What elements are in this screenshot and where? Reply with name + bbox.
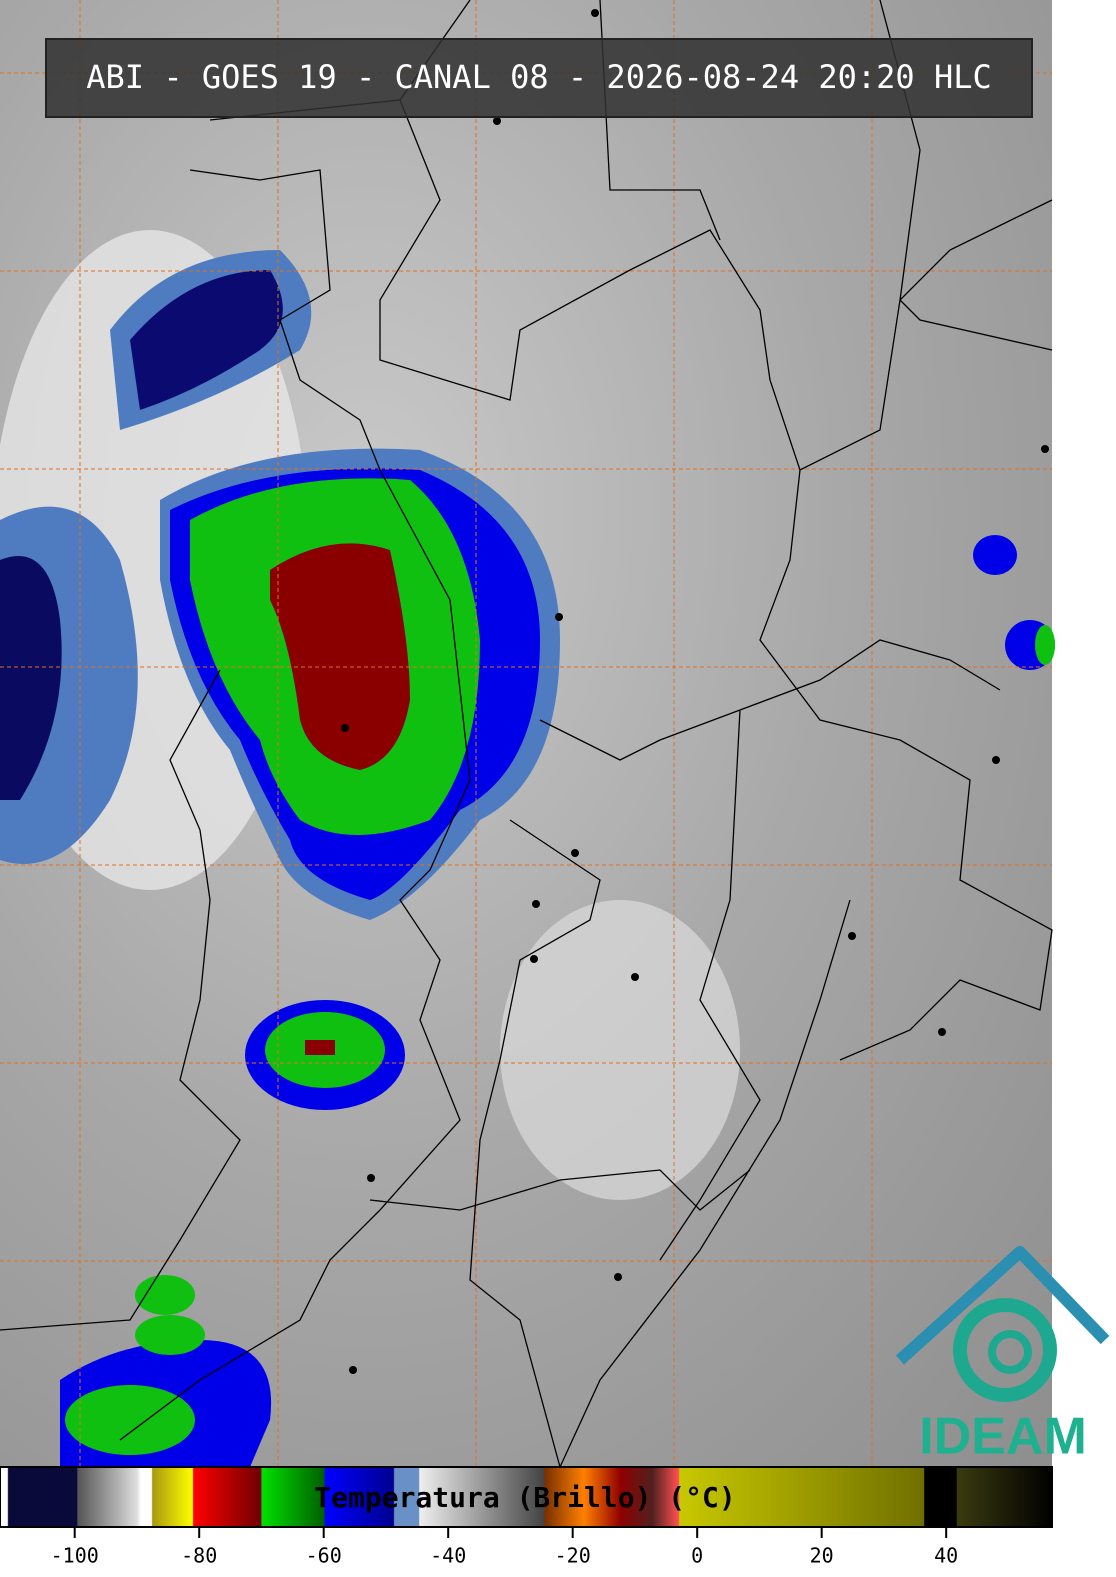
colorbar-label: Temperatura (Brillo) (°C) [314, 1481, 735, 1514]
tick-label: -60 [306, 1544, 342, 1568]
title-box [45, 38, 1033, 118]
logo: IDEAM [895, 1246, 1110, 1466]
cities [341, 9, 1049, 1374]
colorbar [0, 1466, 1053, 1528]
tick-label: -100 [51, 1544, 99, 1568]
tick-label: 0 [691, 1544, 703, 1568]
colorbar-ticks: -100 -80 -60 -40 -20 0 20 40 [51, 1527, 958, 1568]
logo-text: IDEAM [919, 1408, 1087, 1466]
graticule [0, 0, 1052, 1467]
tick-label: -40 [430, 1544, 466, 1568]
tick-label: -80 [181, 1544, 217, 1568]
tick-label: 40 [934, 1544, 958, 1568]
title: ABI - GOES 19 - CANAL 08 - 2026-08-24 20… [86, 58, 991, 96]
tick-label: 20 [810, 1544, 834, 1568]
tick-label: -20 [555, 1544, 591, 1568]
